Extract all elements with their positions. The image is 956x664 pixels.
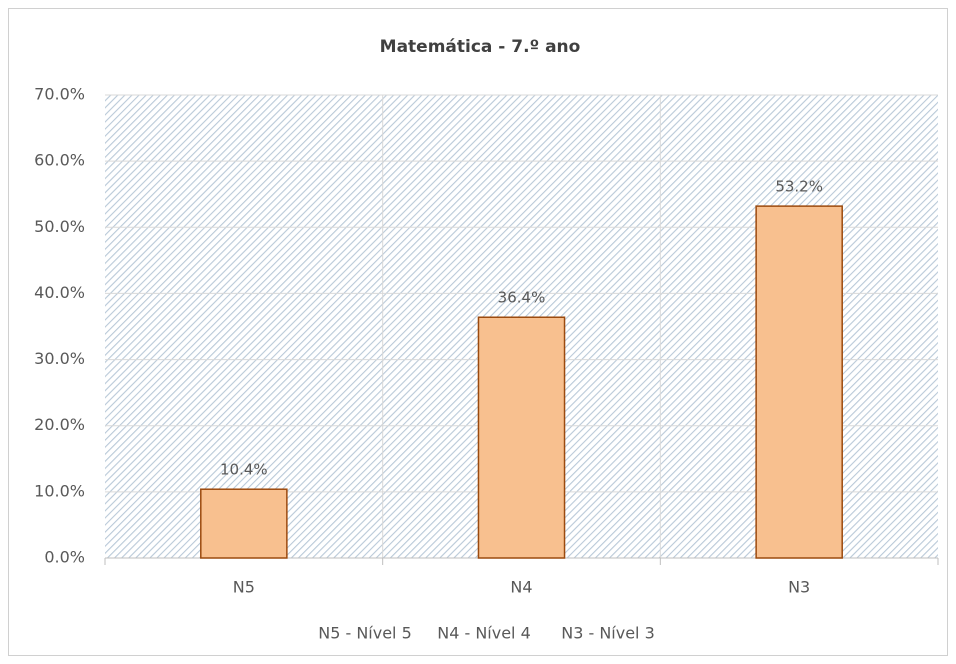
- annotation: N4 - Nível 4: [437, 624, 531, 643]
- bar: [477, 316, 566, 559]
- chart-title: Matemática - 7.º ano: [380, 37, 581, 57]
- bar: [200, 488, 288, 559]
- x-tick-label: N5: [233, 578, 255, 597]
- y-tick-label: 0.0%: [44, 548, 85, 567]
- bar: [755, 205, 843, 559]
- y-tick-label: 20.0%: [34, 415, 85, 434]
- data-label: 36.4%: [498, 289, 546, 307]
- y-tick-label: 10.0%: [34, 481, 85, 500]
- annotation: N5 - Nível 5: [318, 624, 412, 643]
- y-tick-label: 50.0%: [34, 217, 85, 236]
- y-tick-label: 70.0%: [34, 85, 85, 104]
- x-tick-label: N4: [510, 578, 532, 597]
- data-label: 10.4%: [220, 461, 268, 479]
- annotation: N3 - Nível 3: [561, 624, 655, 643]
- y-tick-label: 30.0%: [34, 349, 85, 368]
- x-tick-label: N3: [788, 578, 810, 597]
- y-tick-label: 40.0%: [34, 283, 85, 302]
- y-tick-label: 60.0%: [34, 151, 85, 170]
- data-label: 53.2%: [775, 178, 823, 196]
